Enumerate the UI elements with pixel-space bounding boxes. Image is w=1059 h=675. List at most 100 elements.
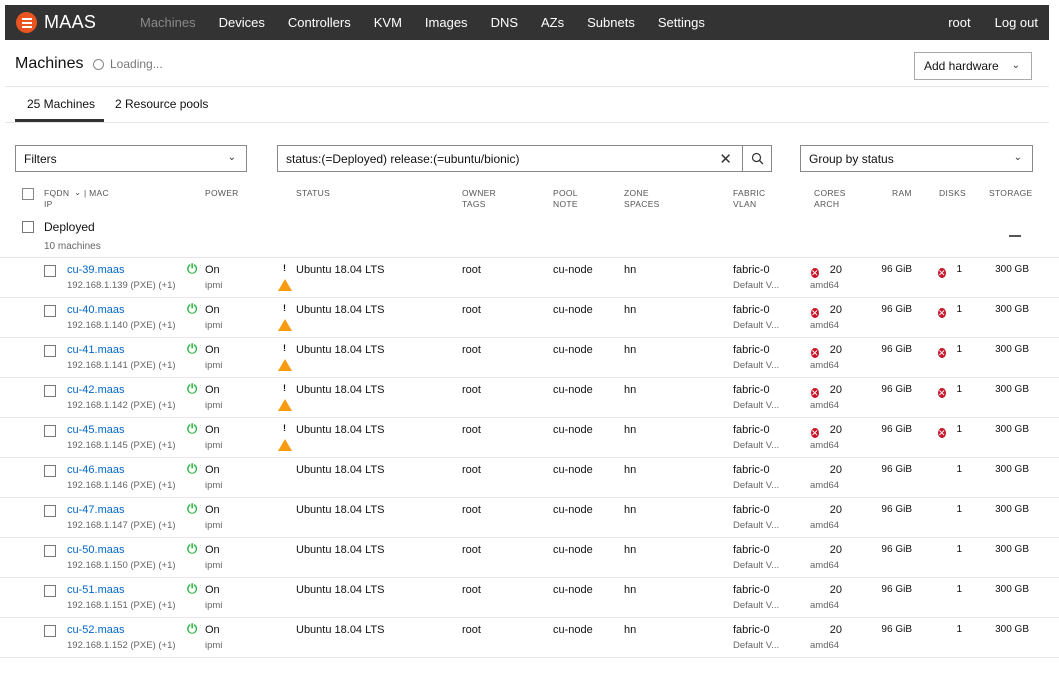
nav-item-dns[interactable]: DNS: [490, 15, 519, 30]
power-icon[interactable]: ⏻: [187, 421, 198, 436]
machine-owner: root: [462, 384, 481, 396]
table-row[interactable]: cu-41.maas 192.168.1.141 (PXE) (+1) ⏻ On…: [0, 338, 1059, 378]
power-icon[interactable]: ⏻: [187, 461, 198, 476]
machine-fqdn-link[interactable]: cu-45.maas: [67, 424, 125, 436]
nav-item-subnets[interactable]: Subnets: [587, 15, 635, 30]
row-checkbox[interactable]: [44, 625, 56, 637]
col-fabric[interactable]: Fabric: [733, 188, 766, 198]
machine-fqdn-link[interactable]: cu-40.maas: [67, 304, 125, 316]
row-checkbox[interactable]: [44, 385, 56, 397]
col-pool[interactable]: Pool: [553, 188, 578, 198]
brand[interactable]: MAAS: [16, 12, 140, 33]
power-icon[interactable]: ⏻: [187, 341, 198, 356]
machine-fqdn-link[interactable]: cu-46.maas: [67, 464, 125, 476]
table-row[interactable]: cu-46.maas 192.168.1.146 (PXE) (+1) ⏻ On…: [0, 458, 1059, 498]
power-icon[interactable]: ⏻: [187, 621, 198, 636]
row-checkbox[interactable]: [44, 585, 56, 597]
machine-fqdn-link[interactable]: cu-52.maas: [67, 624, 125, 636]
col-cores[interactable]: Cores: [814, 188, 846, 198]
machine-vlan: Default V...: [733, 560, 780, 571]
machine-pool: cu-node: [553, 304, 593, 316]
machine-fqdn-link[interactable]: cu-47.maas: [67, 504, 125, 516]
machine-vlan: Default V...: [733, 320, 780, 331]
table-row[interactable]: cu-42.maas 192.168.1.142 (PXE) (+1) ⏻ On…: [0, 378, 1059, 418]
row-checkbox[interactable]: [44, 465, 56, 477]
nav-item-devices[interactable]: Devices: [218, 15, 265, 30]
filters-dropdown[interactable]: Filters ⌄: [15, 145, 247, 172]
col-note[interactable]: Note: [553, 199, 578, 209]
nav-item-controllers[interactable]: Controllers: [287, 15, 351, 30]
machine-zone: hn: [624, 624, 637, 636]
col-spaces[interactable]: Spaces: [624, 199, 660, 209]
row-checkbox[interactable]: [44, 305, 56, 317]
table-row[interactable]: cu-45.maas 192.168.1.145 (PXE) (+1) ⏻ On…: [0, 418, 1059, 458]
col-power[interactable]: Power: [205, 188, 239, 198]
row-checkbox[interactable]: [44, 265, 56, 277]
machine-ip: 192.168.1.140 (PXE) (+1): [67, 320, 176, 331]
table-row[interactable]: cu-47.maas 192.168.1.147 (PXE) (+1) ⏻ On…: [0, 498, 1059, 538]
machine-status: Ubuntu 18.04 LTS: [296, 344, 385, 356]
sort-chevron-icon[interactable]: ⌄: [74, 187, 82, 197]
machine-fabric: fabric-0: [733, 304, 770, 316]
machine-zone: hn: [624, 304, 637, 316]
table-row[interactable]: cu-52.maas 192.168.1.152 (PXE) (+1) ⏻ On…: [0, 618, 1059, 658]
nav-user[interactable]: root: [948, 15, 971, 30]
nav-item-settings[interactable]: Settings: [657, 15, 705, 30]
machine-owner: root: [462, 544, 481, 556]
machine-status: Ubuntu 18.04 LTS: [296, 624, 385, 636]
col-owner[interactable]: Owner: [462, 188, 497, 198]
nav-item-machines[interactable]: Machines: [140, 15, 196, 30]
row-checkbox[interactable]: [44, 505, 56, 517]
machine-fqdn-link[interactable]: cu-50.maas: [67, 544, 125, 556]
power-state: On: [205, 464, 220, 476]
col-tags[interactable]: Tags: [462, 199, 486, 209]
search-button[interactable]: [742, 145, 772, 172]
select-all-checkbox[interactable]: [22, 188, 34, 200]
table-row[interactable]: cu-51.maas 192.168.1.151 (PXE) (+1) ⏻ On…: [0, 578, 1059, 618]
col-disks[interactable]: Disks: [939, 188, 967, 198]
tab-machines[interactable]: 25 Machines: [27, 97, 96, 111]
power-icon[interactable]: ⏻: [187, 541, 198, 556]
col-ram[interactable]: RAM: [892, 188, 912, 198]
group-checkbox[interactable]: [22, 221, 34, 233]
clear-search-icon[interactable]: ✕: [719, 151, 732, 168]
col-status[interactable]: Status: [296, 188, 331, 198]
power-icon[interactable]: ⏻: [187, 301, 198, 316]
power-icon[interactable]: ⏻: [187, 261, 198, 276]
search-input[interactable]: status:(=Deployed) release:(=ubuntu/bion…: [277, 145, 743, 172]
power-icon[interactable]: ⏻: [187, 381, 198, 396]
group-count: 10 machines: [44, 241, 101, 252]
col-mac[interactable]: | MAC: [84, 188, 109, 198]
active-tab-indicator: [15, 119, 104, 122]
table-row[interactable]: cu-39.maas 192.168.1.139 (PXE) (+1) ⏻ On…: [0, 258, 1059, 298]
nav-item-images[interactable]: Images: [424, 15, 468, 30]
logout-link[interactable]: Log out: [994, 15, 1038, 30]
machine-fqdn-link[interactable]: cu-51.maas: [67, 584, 125, 596]
col-storage[interactable]: Storage: [989, 188, 1033, 198]
table-row[interactable]: cu-40.maas 192.168.1.140 (PXE) (+1) ⏻ On…: [0, 298, 1059, 338]
col-arch[interactable]: Arch: [814, 199, 840, 209]
machine-fqdn-link[interactable]: cu-41.maas: [67, 344, 125, 356]
machine-fqdn-link[interactable]: cu-39.maas: [67, 264, 125, 276]
machine-zone: hn: [624, 264, 637, 276]
add-hardware-button[interactable]: Add hardware ⌄: [914, 52, 1032, 80]
group-by-dropdown[interactable]: Group by status ⌄: [800, 145, 1033, 172]
row-checkbox[interactable]: [44, 345, 56, 357]
power-icon[interactable]: ⏻: [187, 501, 198, 516]
group-by-label: Group by status: [809, 151, 894, 166]
col-ip[interactable]: IP: [44, 199, 53, 209]
tab-resource-pools[interactable]: 2 Resource pools: [115, 97, 209, 111]
row-checkbox[interactable]: [44, 425, 56, 437]
table-row[interactable]: cu-50.maas 192.168.1.150 (PXE) (+1) ⏻ On…: [0, 538, 1059, 578]
col-zone[interactable]: Zone: [624, 188, 649, 198]
row-checkbox[interactable]: [44, 545, 56, 557]
machine-fqdn-link[interactable]: cu-42.maas: [67, 384, 125, 396]
machine-zone: hn: [624, 504, 637, 516]
col-fqdn[interactable]: FQDN: [44, 188, 70, 198]
nav-item-azs[interactable]: AZs: [541, 15, 565, 30]
power-icon[interactable]: ⏻: [187, 581, 198, 596]
machine-storage: 300 GB: [995, 344, 1029, 355]
col-vlan[interactable]: VLAN: [733, 199, 757, 209]
nav-item-kvm[interactable]: KVM: [373, 15, 402, 30]
collapse-icon[interactable]: [1009, 235, 1021, 237]
